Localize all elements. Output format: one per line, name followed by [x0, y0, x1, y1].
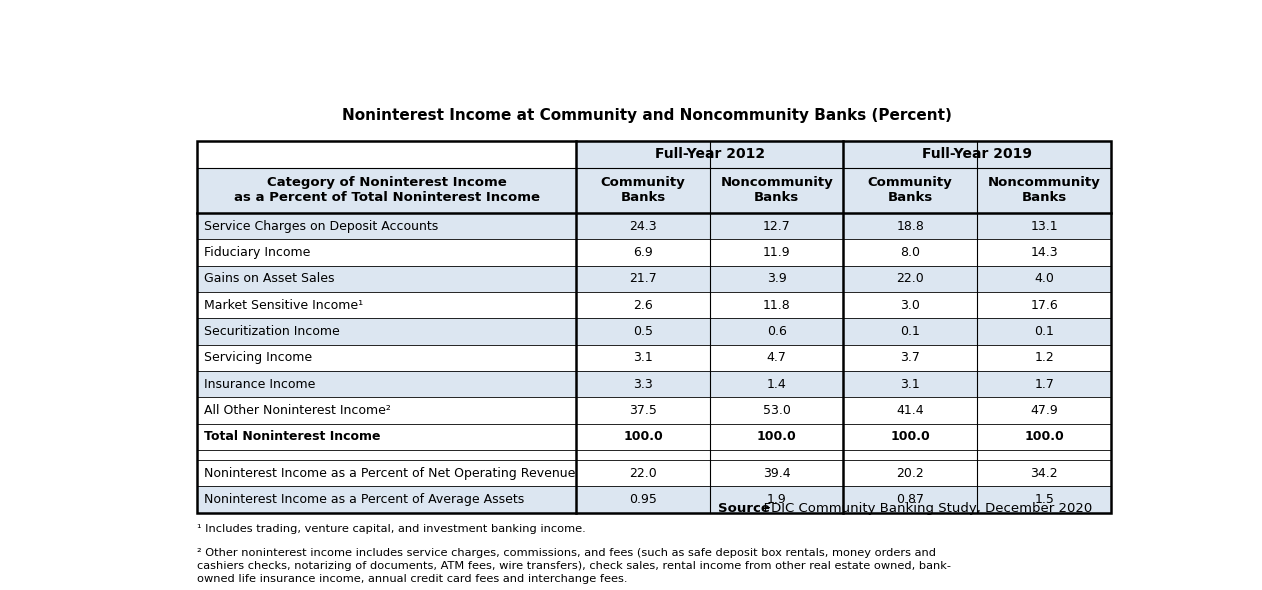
Text: Servicing Income: Servicing Income	[203, 352, 312, 365]
Text: Total Noninterest Income: Total Noninterest Income	[203, 431, 380, 444]
Text: 0.95: 0.95	[630, 493, 658, 506]
Text: 37.5: 37.5	[630, 404, 658, 417]
Text: 1.4: 1.4	[767, 378, 786, 391]
Text: Gains on Asset Sales: Gains on Asset Sales	[203, 273, 334, 286]
Text: 17.6: 17.6	[1030, 299, 1058, 312]
Text: Securitization Income: Securitization Income	[203, 325, 339, 338]
Text: 39.4: 39.4	[762, 467, 790, 480]
Text: 4.0: 4.0	[1034, 273, 1054, 286]
Text: 47.9: 47.9	[1030, 404, 1058, 417]
Text: 1.7: 1.7	[1034, 378, 1054, 391]
Bar	[197, 371, 1112, 398]
Text: 34.2: 34.2	[1030, 467, 1058, 480]
Text: 0.1: 0.1	[1034, 325, 1054, 338]
Bar	[197, 141, 1112, 513]
Text: 3.9: 3.9	[767, 273, 786, 286]
Text: Noninterest Income at Community and Noncommunity Banks (Percent): Noninterest Income at Community and Nonc…	[342, 108, 952, 123]
Text: 22.0: 22.0	[630, 467, 658, 480]
Text: Full-Year 2019: Full-Year 2019	[923, 148, 1032, 162]
Text: 11.9: 11.9	[762, 246, 790, 259]
Text: Category of Noninterest Income
as a Percent of Total Noninterest Income: Category of Noninterest Income as a Perc…	[233, 176, 540, 204]
Text: Community
Banks: Community Banks	[601, 176, 685, 204]
Text: 100.0: 100.0	[623, 431, 663, 444]
Text: 20.2: 20.2	[896, 467, 924, 480]
Text: Service Charges on Deposit Accounts: Service Charges on Deposit Accounts	[203, 219, 438, 232]
Text: 8.0: 8.0	[900, 246, 920, 259]
Text: Source: Source	[718, 502, 770, 515]
Text: 1.2: 1.2	[1035, 352, 1054, 365]
Text: 12.7: 12.7	[762, 219, 790, 232]
Text: Noninterest Income as a Percent of Net Operating Revenue: Noninterest Income as a Percent of Net O…	[203, 467, 575, 480]
Text: 24.3: 24.3	[630, 219, 658, 232]
Bar	[197, 319, 1112, 345]
Text: 41.4: 41.4	[896, 404, 924, 417]
Bar	[197, 398, 1112, 424]
Text: 0.1: 0.1	[900, 325, 920, 338]
Text: 11.8: 11.8	[762, 299, 790, 312]
Text: 0.6: 0.6	[767, 325, 786, 338]
Text: All Other Noninterest Income²: All Other Noninterest Income²	[203, 404, 391, 417]
Text: 14.3: 14.3	[1030, 246, 1058, 259]
Text: 100.0: 100.0	[757, 431, 796, 444]
Bar	[197, 266, 1112, 292]
Text: Market Sensitive Income¹: Market Sensitive Income¹	[203, 299, 363, 312]
Text: 0.87: 0.87	[896, 493, 924, 506]
Text: 6.9: 6.9	[634, 246, 652, 259]
Bar	[197, 240, 1112, 266]
Text: 3.7: 3.7	[900, 352, 920, 365]
Text: 0.5: 0.5	[634, 325, 654, 338]
Text: Noncommunity
Banks: Noncommunity Banks	[721, 176, 833, 204]
Text: 13.1: 13.1	[1030, 219, 1058, 232]
Bar	[197, 213, 1112, 240]
Text: Community
Banks: Community Banks	[868, 176, 953, 204]
Text: 21.7: 21.7	[630, 273, 658, 286]
Bar	[843, 141, 1112, 168]
Bar	[197, 292, 1112, 319]
Text: ² Other noninterest income includes service charges, commissions, and fees (such: ² Other noninterest income includes serv…	[197, 548, 950, 584]
Text: 100.0: 100.0	[1025, 431, 1064, 444]
Bar	[197, 424, 1112, 450]
Bar	[197, 168, 1112, 213]
Text: 4.7: 4.7	[767, 352, 786, 365]
Text: Insurance Income: Insurance Income	[203, 378, 316, 391]
Bar	[577, 141, 843, 168]
Text: 100.0: 100.0	[890, 431, 930, 444]
Text: 3.1: 3.1	[900, 378, 920, 391]
Bar	[197, 345, 1112, 371]
Bar	[197, 141, 1112, 513]
Text: ¹ Includes trading, venture capital, and investment banking income.: ¹ Includes trading, venture capital, and…	[197, 524, 586, 534]
Text: 3.0: 3.0	[900, 299, 920, 312]
Text: 2.6: 2.6	[634, 299, 652, 312]
Text: 22.0: 22.0	[896, 273, 924, 286]
Text: Noncommunity
Banks: Noncommunity Banks	[988, 176, 1100, 204]
Text: Fiduciary Income: Fiduciary Income	[203, 246, 310, 259]
Text: 53.0: 53.0	[762, 404, 790, 417]
Text: 1.9: 1.9	[767, 493, 786, 506]
Text: Full-Year 2012: Full-Year 2012	[655, 148, 765, 162]
Text: 1.5: 1.5	[1034, 493, 1054, 506]
Bar	[197, 460, 1112, 487]
Text: 18.8: 18.8	[896, 219, 924, 232]
Text: 3.3: 3.3	[634, 378, 652, 391]
Text: : FDIC Community Banking Study, December 2020: : FDIC Community Banking Study, December…	[756, 502, 1093, 515]
Text: Noninterest Income as a Percent of Average Assets: Noninterest Income as a Percent of Avera…	[203, 493, 524, 506]
Bar	[197, 487, 1112, 513]
Text: 3.1: 3.1	[634, 352, 652, 365]
